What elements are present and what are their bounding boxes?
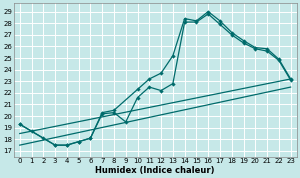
X-axis label: Humidex (Indice chaleur): Humidex (Indice chaleur) <box>95 166 215 174</box>
